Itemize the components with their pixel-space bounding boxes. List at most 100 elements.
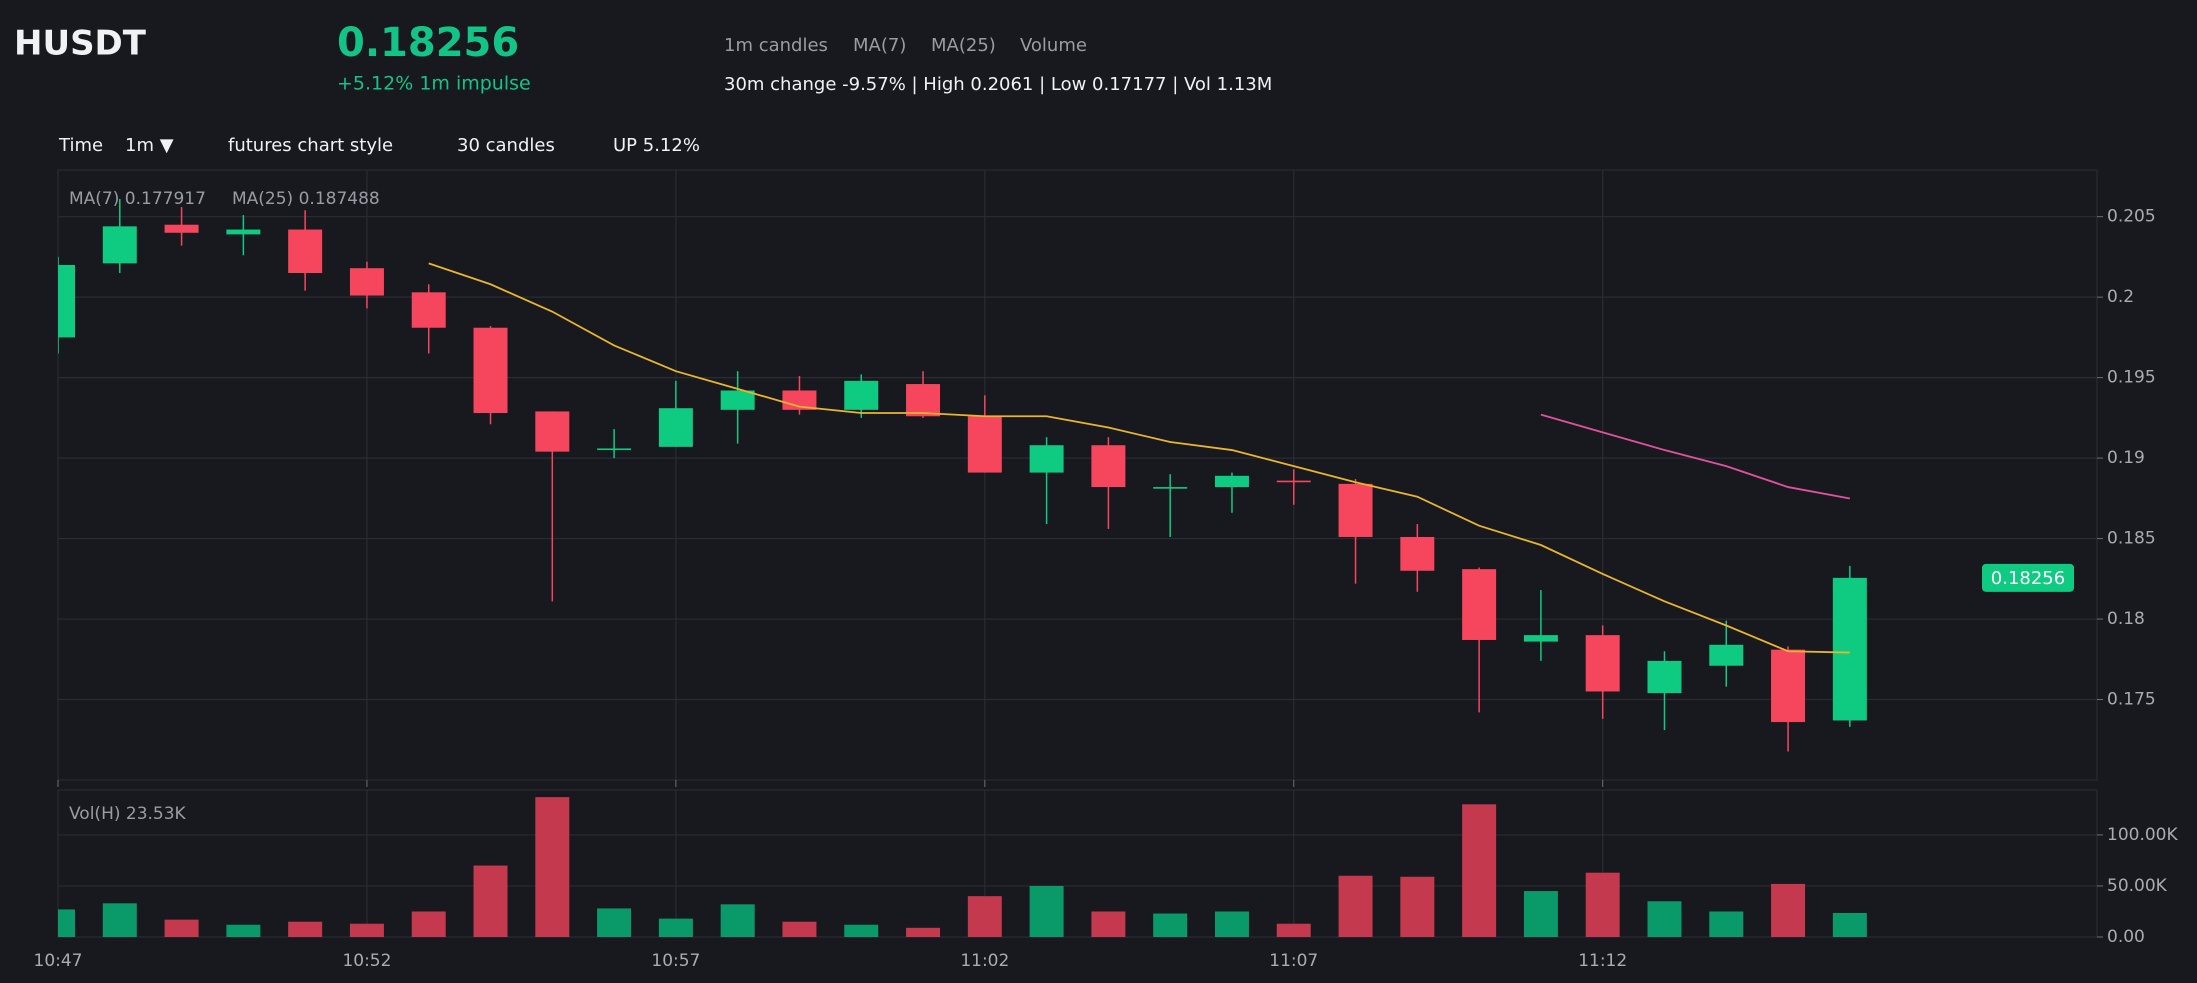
candle-body — [906, 384, 941, 417]
volume-bar — [1091, 911, 1126, 937]
volume-bar — [1585, 872, 1620, 937]
volume-bar — [1276, 923, 1311, 937]
volume-bar — [58, 909, 75, 937]
y-tick-label: 0.195 — [2107, 368, 2156, 388]
volume-bar — [473, 865, 508, 937]
volume-bar — [1832, 912, 1867, 937]
volume-bar — [349, 923, 384, 937]
volume-legend: Vol(H) 23.53K — [69, 804, 187, 824]
y-tick-label: 0.175 — [2107, 690, 2156, 710]
price-plot — [58, 198, 1867, 752]
y-tick-label: 0.00 — [2107, 927, 2145, 947]
volume-bar — [844, 924, 879, 937]
volume-bar — [1400, 876, 1435, 937]
x-tick-label: 11:02 — [960, 951, 1009, 971]
indicator[interactable]: 1m candles — [724, 35, 828, 56]
candle-body — [1276, 480, 1311, 483]
candle-body — [658, 408, 693, 447]
candle-body — [1771, 649, 1806, 723]
candle-body — [1832, 577, 1867, 721]
candle-body — [1523, 635, 1558, 642]
candle-body — [411, 292, 446, 328]
price: 0.18256 — [337, 20, 519, 66]
volume-bar — [1214, 911, 1249, 937]
candle-body — [1153, 487, 1188, 489]
candle-body — [535, 411, 570, 452]
volume-bar — [1029, 885, 1064, 937]
indicator[interactable]: MA(7) — [853, 35, 906, 56]
overlay: 10:47 10:52 10:57 11:02 11:07 11:12 0.175 0.18 0… — [34, 189, 2179, 971]
candle-body — [1462, 569, 1497, 640]
candle-body — [1338, 483, 1373, 537]
volume-bar — [164, 919, 199, 937]
price-badge-label: 0.18256 — [1991, 568, 2065, 589]
candle-body — [58, 264, 75, 338]
indicator[interactable]: Volume — [1020, 35, 1087, 56]
indicator[interactable]: MA(25) — [931, 35, 996, 56]
candle-body — [1400, 536, 1435, 571]
candle-body — [597, 448, 632, 451]
y-tick-label: 100.00K — [2107, 825, 2178, 845]
ma-legend: MA(7) 0.177917 — [69, 189, 206, 209]
candle-body — [1029, 445, 1064, 473]
volume-plot — [58, 797, 1867, 937]
status-label: UP 5.12% — [613, 135, 700, 156]
summary: 30m change -9.57% | High 0.2061 | Low 0.… — [724, 74, 1272, 95]
volume-bar — [720, 904, 755, 937]
volume-bar — [1709, 911, 1744, 937]
volume-bar — [1153, 913, 1188, 937]
volume-bar — [597, 908, 632, 937]
volume-bar — [782, 921, 817, 937]
y-tick-label: 0.205 — [2107, 207, 2156, 227]
style-label[interactable]: futures chart style — [228, 135, 393, 156]
volume-bar — [102, 903, 137, 937]
y-tick-label: 0.18 — [2107, 609, 2145, 629]
candle-body — [1091, 445, 1126, 488]
x-tick-label: 10:47 — [34, 951, 83, 971]
volume-bar — [967, 896, 1002, 937]
y-tick-label: 50.00K — [2107, 876, 2168, 896]
volume-bar — [906, 927, 941, 937]
volume-bar — [288, 921, 323, 937]
candle-body — [164, 224, 199, 233]
volume-bar — [226, 924, 261, 937]
candle-body — [1647, 660, 1682, 694]
x-tick-label: 10:52 — [342, 951, 391, 971]
grid — [57, 170, 2103, 938]
volume-bar — [1771, 883, 1806, 937]
y-tick-label: 0.2 — [2107, 287, 2134, 307]
ma-line — [428, 262, 1850, 654]
volume-bar — [411, 911, 446, 937]
volume-bar — [535, 797, 570, 937]
price-badge — [1982, 563, 2074, 592]
interval-select[interactable]: 1m ▼ — [125, 135, 174, 156]
candle-body — [967, 416, 1002, 473]
volume-bar — [1523, 891, 1558, 937]
candle-body — [288, 229, 323, 274]
volume-bar — [1338, 875, 1373, 937]
candle-body — [844, 380, 879, 410]
count-label: 30 candles — [457, 135, 555, 156]
time-label: Time — [58, 135, 103, 156]
volume-bar — [1647, 901, 1682, 937]
x-tick-label: 11:12 — [1578, 951, 1627, 971]
candle-body — [1709, 644, 1744, 666]
y-tick-label: 0.19 — [2107, 448, 2145, 468]
ma-line — [1540, 413, 1851, 500]
x-tick-label: 10:57 — [651, 951, 700, 971]
candle-body — [349, 268, 384, 296]
candle-body — [226, 229, 261, 235]
volume-bar — [1462, 804, 1497, 937]
y-tick-label: 0.185 — [2107, 529, 2156, 549]
candle-body — [102, 226, 137, 264]
ma-legend: MA(25) 0.187488 — [232, 189, 380, 209]
x-tick-label: 11:07 — [1269, 951, 1318, 971]
candle-body — [1585, 635, 1620, 692]
impulse: +5.12% 1m impulse — [337, 73, 531, 95]
candle-body — [473, 327, 508, 414]
candle-body — [1214, 475, 1249, 488]
candle-body — [720, 390, 755, 410]
